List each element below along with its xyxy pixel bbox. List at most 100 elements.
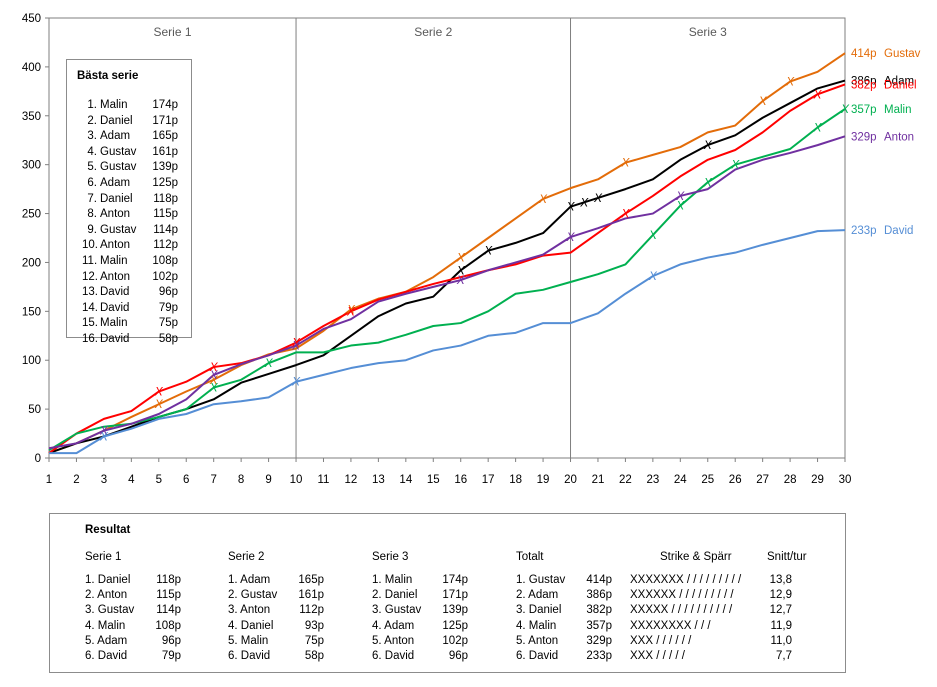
- best-series-points: 108p: [152, 254, 178, 267]
- strikes_spares-row: XXXXXXX / / / / / / / / /: [630, 574, 742, 586]
- strike-marker-anton: X: [291, 339, 301, 353]
- strike-marker-gustav: X: [456, 251, 466, 265]
- x-tick-label: 24: [674, 474, 687, 486]
- strikes_spares-row: XXX / / / / / /: [630, 634, 692, 647]
- end-label-points: 329p: [851, 131, 877, 143]
- results-title: Resultat: [85, 524, 131, 536]
- y-tick-label: 450: [22, 13, 41, 25]
- serie1-player: 1. Daniel: [85, 574, 131, 586]
- x-tick-label: 28: [784, 474, 797, 486]
- total-row: 4. Malin 357p: [516, 619, 612, 634]
- best-series-name: Anton: [100, 239, 131, 252]
- x-tick-label: 26: [729, 474, 742, 486]
- best-series-title: Bästa serie: [77, 70, 139, 82]
- serie1-player: 3. Gustav: [85, 604, 135, 617]
- total-row: 2. Adam 386p: [516, 588, 612, 603]
- strike-marker-daniel: X: [154, 385, 164, 399]
- serie3-row: 5. Anton 102p: [372, 634, 468, 649]
- total-points: 386p: [586, 589, 612, 602]
- best-series-item: 6. Adam 125p: [82, 176, 178, 192]
- strike-marker-anton: X: [675, 189, 685, 203]
- best-series-rank: 4.: [87, 145, 97, 158]
- serie1-player: 2. Anton: [85, 589, 128, 602]
- strike-marker-david: X: [291, 375, 301, 389]
- total-header: Totalt: [516, 551, 544, 563]
- best-series-points: 112p: [153, 239, 178, 252]
- best-series-item: 12. Anton 102p: [82, 270, 178, 286]
- total-row: 3. Daniel 382p: [516, 603, 612, 618]
- x-tick-label: 6: [183, 474, 189, 486]
- serie2-points: 58p: [304, 649, 324, 662]
- best-series-points: 125p: [152, 176, 178, 189]
- best-series-rank: 1.: [87, 99, 97, 111]
- serie1-row: 3. Gustav 114p: [85, 603, 181, 618]
- serie3-row: 3. Gustav 139p: [372, 603, 468, 618]
- serie2-header: Serie 2: [228, 551, 265, 563]
- x-tick-label: 20: [564, 474, 577, 486]
- serie1-player: 4. Malin: [85, 619, 126, 632]
- section-label: Serie 3: [689, 25, 727, 39]
- total-player: 1. Gustav: [516, 574, 566, 586]
- best-series-points: 171p: [152, 114, 178, 127]
- strike-marker-daniel: X: [209, 360, 219, 374]
- best-series-points: 114p: [153, 223, 178, 236]
- strike-marker-anton: X: [99, 424, 109, 438]
- x-tick-label: 9: [265, 474, 271, 486]
- x-tick-label: 29: [811, 474, 824, 486]
- strikes_spares-row: XXXXX / / / / / / / / / /: [630, 604, 733, 617]
- x-tick-label: 4: [128, 474, 135, 486]
- x-tick-label: 15: [427, 474, 440, 486]
- best-series-rank: 9.: [87, 223, 97, 236]
- strike-marker-malin: X: [675, 199, 685, 213]
- strikes_spares-row: XXX / / / / /: [630, 649, 685, 662]
- player-lines: [48, 52, 846, 455]
- x-tick-label: 7: [210, 474, 216, 486]
- serie2-player: 5. Malin: [228, 634, 269, 647]
- total-points: 233p: [586, 649, 612, 662]
- x-tick-label: 3: [101, 474, 107, 486]
- best-series-rank: 2.: [87, 114, 97, 127]
- serie3-player: 1. Malin: [372, 574, 413, 586]
- series-line-daniel: [48, 83, 846, 454]
- strike-marker-malin: X: [730, 158, 740, 172]
- strikes-spares-column: Strike & Spärr XXXXXXX / / / / / / / / /…: [630, 550, 741, 664]
- serie3-row: 2. Daniel 171p: [372, 588, 468, 603]
- end-label-name: David: [884, 225, 913, 237]
- best-series-rank: 5.: [87, 161, 97, 174]
- serie2-row: 3. Anton 112p: [228, 603, 324, 618]
- strike-marker-adam: X: [566, 200, 576, 214]
- serie3-row: 6. David 96p: [372, 649, 468, 664]
- x-tick-label: 25: [701, 474, 714, 486]
- x-tick-label: 13: [372, 474, 385, 486]
- best-series-item: 1. Malin 174p: [82, 98, 178, 114]
- total-points: 382p: [586, 604, 612, 617]
- best-series-rank: 8.: [87, 208, 97, 221]
- series-line-malin: [48, 108, 846, 452]
- strikes_spares-row: XXXXXXXX / / /: [630, 619, 711, 632]
- average-row: 11,0: [770, 634, 792, 647]
- series-sections: Serie 1 Serie 2 Serie 3: [154, 18, 727, 458]
- total-row: 6. David 233p: [516, 649, 612, 664]
- average-row: 12,9: [769, 589, 792, 602]
- section-label: Serie 1: [154, 25, 192, 39]
- strikes-spares-header: Strike & Spärr: [660, 551, 732, 563]
- x-tick-label: 17: [482, 474, 495, 486]
- best-series-item: 11. Malin 108p: [82, 254, 178, 270]
- serie2-row: 6. David 58p: [228, 649, 324, 664]
- best-series-points: 96p: [158, 286, 178, 299]
- y-tick-label: 50: [28, 404, 41, 416]
- x-tick-label: 19: [537, 474, 550, 486]
- x-tick-label: 11: [318, 474, 330, 486]
- best-series-name: Adam: [100, 130, 131, 143]
- total-row: 5. Anton 329p: [516, 634, 612, 649]
- serie1-header: Serie 1: [85, 551, 122, 563]
- strike-marker-daniel: X: [291, 336, 301, 350]
- serie3-points: 139p: [442, 604, 468, 617]
- best-series-item: 14. David 79p: [82, 301, 178, 317]
- x-tick-label: 30: [839, 474, 852, 486]
- strike-marker-daniel: X: [813, 87, 823, 101]
- best-series-points: 174p: [152, 99, 178, 111]
- serie1-points: 114p: [156, 604, 181, 617]
